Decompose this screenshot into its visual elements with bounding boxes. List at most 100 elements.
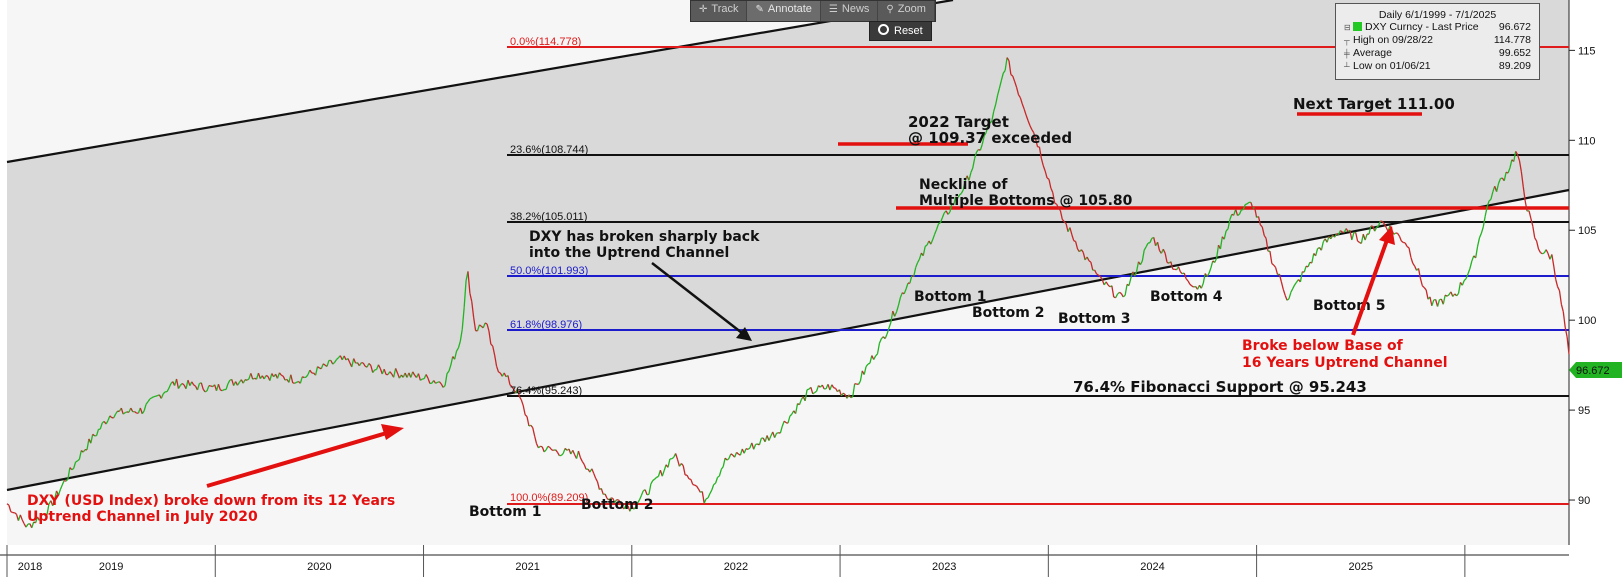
annotate-button[interactable]: ✎ Annotate [747,1,821,21]
price-segment [57,489,61,496]
price-segment [831,384,835,389]
price-segment [503,372,507,378]
price-segment [540,445,543,448]
price-segment [1263,235,1267,239]
price-segment [442,384,446,388]
price-segment [42,513,46,516]
price-segment [575,450,580,459]
price-segment [1139,260,1143,265]
zoom-button[interactable]: ⚲ Zoom [878,1,935,21]
price-segment [535,443,540,449]
price-segment [99,422,103,430]
price-segment [953,196,957,206]
price-segment [25,523,29,528]
price-segment [1246,201,1250,205]
price-segment [147,398,151,403]
price-segment [105,420,109,425]
fib-label-100: 100.0%(89.209) [510,492,588,504]
average-marker-icon: ╪ [1344,49,1350,58]
price-segment [1463,278,1467,281]
price-segment [1360,234,1364,244]
price-segment [107,415,111,421]
price-segment [764,435,768,442]
price-segment [865,363,869,367]
price-segment [153,395,156,398]
reset-button[interactable]: Reset [869,21,932,41]
pencil-icon: ✎ [755,4,764,15]
price-segment [743,448,747,454]
price-segment [457,340,461,348]
price-segment [1265,238,1269,252]
price-segment [1351,232,1355,241]
price-segment [1524,200,1528,212]
last-price-label: 96.672 [1576,365,1610,377]
price-segment [177,385,181,389]
price-segment [875,353,879,357]
price-segment [151,396,154,399]
price-segment [1119,291,1122,295]
broken-arrow-head [736,327,752,341]
annotate-label: Annotate [767,3,812,15]
price-segment [482,322,486,329]
price-segment [1048,179,1052,189]
price-segment [1134,271,1138,277]
price-segment [1317,246,1320,250]
price-segment [938,222,941,225]
price-segment [1315,248,1319,256]
price-segment [1229,214,1233,220]
price-segment [168,383,172,389]
legend-series-row[interactable]: ⊟ DXY Curncy - Last Price 96.672 [1336,21,1539,34]
news-button[interactable]: ☰ News [821,1,879,21]
price-segment [122,412,126,415]
price-segment [46,504,50,516]
price-segment [596,481,601,490]
price-segment [876,343,881,354]
price-segment [751,442,755,450]
price-segment [1271,263,1275,266]
price-segment [1059,210,1063,220]
price-segment [606,497,610,501]
price-segment [393,368,397,378]
price-segment [625,504,629,507]
price-segment [14,512,17,515]
price-segment [160,393,164,399]
price-segment [922,246,926,256]
price-segment [1311,253,1315,264]
x-tick-label: 2023 [932,561,956,573]
price-segment [652,478,656,482]
legend-high-label: High on 09/28/22 [1353,34,1433,46]
price-segment [1082,252,1086,261]
price-segment [1478,233,1482,239]
price-segment [8,504,12,512]
price-segment [263,375,267,380]
price-segment [1532,226,1536,238]
price-segment [1305,265,1309,268]
price-segment [1442,294,1446,305]
price-segment [1465,273,1469,279]
price-segment [1156,241,1161,251]
price-segment [1015,87,1020,95]
price-segment [484,322,488,325]
y-tick-label: 105 [1578,225,1596,237]
price-segment [191,381,195,386]
y-tick-label: 100 [1578,315,1596,327]
price-segment [1398,236,1402,242]
price-segment [783,420,787,424]
price-segment [490,343,494,347]
price-segment [1075,241,1079,250]
price-segment [838,389,842,396]
collapse-icon[interactable]: ⊟ [1344,23,1351,32]
price-segment [1185,278,1189,282]
price-segment [479,324,482,327]
price-segment [998,80,1002,89]
price-segment [362,362,366,367]
track-button[interactable]: ✛ Track [691,1,748,21]
price-segment [682,465,686,476]
price-segment [608,497,612,501]
price-segment [1202,273,1206,284]
price-segment [246,378,250,381]
price-segment [886,327,890,335]
price-segment [143,404,147,412]
price-segment [934,229,938,235]
legend-avg-value: 99.652 [1498,47,1531,59]
